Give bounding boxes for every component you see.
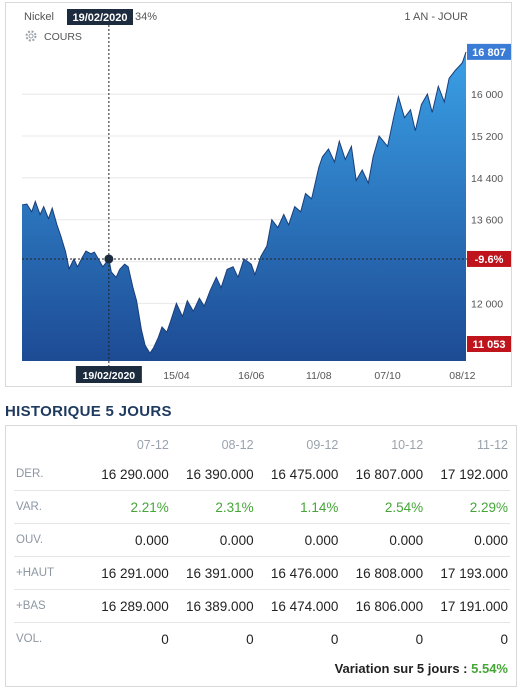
row-label: +BAS xyxy=(14,589,86,623)
price-area xyxy=(22,51,466,362)
date-badge: 19/02/2020 xyxy=(72,12,127,24)
table-cell: 16 390.000 xyxy=(170,458,256,491)
x-tick-label: 11/08 xyxy=(306,370,332,382)
table-cell: 16 289.000 xyxy=(86,589,171,623)
row-label: OUV. xyxy=(14,523,86,557)
price-line xyxy=(21,51,467,355)
period-selector[interactable]: 1 AN - JOUR xyxy=(404,11,468,23)
last-value-badge-bg xyxy=(467,43,511,60)
instrument-name: Nickel xyxy=(24,11,54,23)
x-tick-label: 16/06 xyxy=(238,370,264,382)
table-cell: 16 476.000 xyxy=(255,556,341,590)
table-row: +BAS 16 289.000 16 389.000 16 474.000 16 806… xyxy=(14,589,510,623)
table-cell: 16 391.000 xyxy=(170,556,256,590)
crosshair-value-badge: 11 053 xyxy=(472,339,505,351)
table-cell: 0 xyxy=(246,631,254,647)
table-cell: 16 806.000 xyxy=(340,589,426,623)
table-cell: 2.31% xyxy=(170,490,256,524)
five-day-variation: Variation sur 5 jours : 5.54% xyxy=(335,661,508,676)
table-cell: 0 xyxy=(500,631,508,647)
date-badge-bg xyxy=(67,9,133,25)
table-row: OUV. 0.000 0.000 0.000 0.000 0.000 xyxy=(14,523,510,557)
table-cell: 2.54% xyxy=(340,490,426,524)
table-cell: 0 xyxy=(161,631,169,647)
row-label: DER. xyxy=(14,458,86,491)
history-title: HISTORIQUE 5 JOURS xyxy=(5,403,172,420)
legend-label: COURS xyxy=(44,31,82,43)
header-cell: 07-12 xyxy=(136,438,169,452)
y-tick-label: 14 400 xyxy=(471,173,503,185)
table-cell: 16 290.000 xyxy=(86,458,171,491)
row-label: VOL. xyxy=(16,633,43,645)
last-value-badge: 16 807 xyxy=(472,47,506,59)
table-cell: 0.000 xyxy=(425,523,510,557)
table-cell: 0.000 xyxy=(170,523,256,557)
table-cell: 16 475.000 xyxy=(255,458,341,491)
table-cell: 2.29% xyxy=(425,490,510,524)
y-tick-label: 13 600 xyxy=(471,215,503,227)
table-cell: 0.000 xyxy=(340,523,426,557)
table-cell: 17 193.000 xyxy=(425,556,510,590)
y-tick-label: 15 200 xyxy=(471,131,503,143)
table-cell: 16 807.000 xyxy=(340,458,426,491)
header-cell: 10-12 xyxy=(391,438,424,452)
table-cell: 2.21% xyxy=(86,490,171,524)
table-row: VOL. 0 0 0 0 0 xyxy=(14,623,510,656)
table-row: DER. 16 290.000 16 390.000 16 475.000 16 807… xyxy=(14,458,510,491)
crosshair-point xyxy=(104,254,114,264)
gear-icon[interactable] xyxy=(25,30,37,42)
x-date-badge-bg xyxy=(75,366,142,383)
history-table: 07-12 08-12 09-12 10-12 11-12 DER. 16 290… xyxy=(14,432,510,655)
table-cell: 16 389.000 xyxy=(170,589,256,623)
header-cell: 09-12 xyxy=(306,438,339,452)
history-header-row: 07-12 08-12 09-12 10-12 11-12 xyxy=(14,432,510,458)
table-cell: 16 474.000 xyxy=(255,589,341,623)
table-row: +HAUT 16 291.000 16 391.000 16 476.000 16 80… xyxy=(14,556,510,590)
header-cell: 08-12 xyxy=(221,438,254,452)
table-row: VAR. 2.21% 2.31% 1.14% 2.54% 2.29% xyxy=(14,490,510,524)
x-tick-label: 19/02/2020 xyxy=(83,370,136,382)
x-tick-label: 15/04 xyxy=(163,370,189,382)
crosshair-pct-badge: -9.6% xyxy=(475,254,504,266)
row-label: VAR. xyxy=(14,490,86,524)
table-cell: 0.000 xyxy=(86,523,171,557)
table-cell: 0 xyxy=(330,631,339,647)
x-tick-label: 08/12 xyxy=(449,370,475,382)
x-tick-label: 07/10 xyxy=(374,370,400,382)
five-day-variation-value: 5.54% xyxy=(471,661,508,676)
table-cell: 0 xyxy=(415,631,424,647)
table-cell: 16 291.000 xyxy=(86,556,171,590)
table-cell: 17 191.000 xyxy=(425,589,510,623)
history-panel: 07-12 08-12 09-12 10-12 11-12 DER. 16 290… xyxy=(5,425,517,687)
y-tick-label: 12 000 xyxy=(471,298,503,310)
partial-percent: 34% xyxy=(135,11,157,23)
crosshair-pct-badge-bg xyxy=(467,250,511,267)
table-cell: 1.14% xyxy=(255,490,341,524)
table-cell: 16 808.000 xyxy=(340,556,426,590)
y-tick-label: 16 000 xyxy=(471,89,503,101)
row-label: +HAUT xyxy=(14,556,86,590)
five-day-variation-label: Variation sur 5 jours : xyxy=(334,661,468,676)
table-cell: 0.000 xyxy=(255,523,341,557)
header-cell xyxy=(14,432,86,458)
crosshair-value-badge-bg xyxy=(467,336,511,352)
header-cell: 11-12 xyxy=(476,438,508,452)
table-cell: 17 192.000 xyxy=(425,458,510,491)
